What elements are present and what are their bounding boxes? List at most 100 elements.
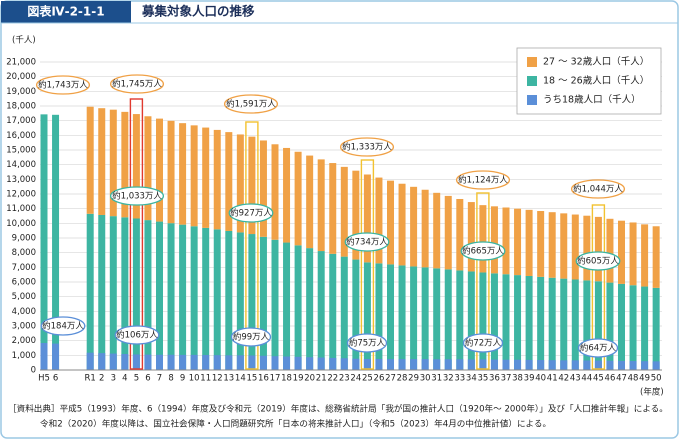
- bar-segment: [259, 355, 267, 370]
- bar-segment: [444, 359, 452, 370]
- x-tick-label: H5: [38, 374, 50, 384]
- legend-box: [516, 47, 662, 115]
- x-tick-label: 22: [327, 374, 338, 384]
- bar-segment: [271, 144, 279, 240]
- y-tick-label: 2,000: [12, 336, 36, 346]
- bar-segment: [236, 134, 244, 233]
- bar-segment: [537, 360, 545, 370]
- bar-segment: [444, 269, 452, 370]
- callout-label: 約1,333万人: [342, 142, 392, 153]
- x-tick-label: 9: [180, 374, 185, 384]
- bar-segment: [387, 264, 394, 370]
- bar-segment: [109, 109, 117, 217]
- bar-segment: [479, 272, 487, 370]
- callout-label: 約1,044万人: [573, 184, 623, 195]
- y-tick-label: 3,000: [12, 322, 36, 332]
- callout-label: 約1,591万人: [226, 99, 276, 110]
- bar-segment: [618, 360, 625, 370]
- bar-segment: [52, 114, 60, 370]
- bar-segment: [167, 223, 175, 370]
- bar-segment: [490, 206, 498, 274]
- x-tick-label: 31: [431, 374, 442, 384]
- bar-segment: [202, 355, 210, 370]
- y-tick-label: 12,000: [6, 190, 36, 200]
- bar-segment: [156, 221, 163, 370]
- bar-segment: [606, 360, 614, 370]
- y-tick-label: 8,000: [12, 248, 36, 258]
- x-tick-label: 12: [212, 374, 223, 384]
- bar-segment: [433, 359, 441, 370]
- bar-segment: [109, 353, 117, 370]
- bar-segment: [560, 360, 568, 370]
- bar-segment: [144, 116, 152, 221]
- bar-segment: [514, 275, 522, 370]
- callout-label: 約1,124万人: [458, 175, 508, 186]
- x-tick-label: 5: [134, 374, 139, 384]
- callout-bubble: [230, 327, 272, 347]
- x-tick-label: 46: [605, 374, 616, 384]
- bar-segment: [317, 357, 325, 370]
- bar-segment: [121, 111, 129, 218]
- source-note: ［資料出典］平成5（1993）年度、6（1994）年度及び令和元（2019）年度…: [8, 403, 668, 415]
- legend-label: 27 ～ 32歳人口（千人）: [543, 56, 649, 68]
- bar-segment: [340, 358, 348, 370]
- bar-segment: [236, 232, 244, 370]
- bar-segment: [583, 360, 591, 370]
- callout-label: 約605万人: [577, 256, 619, 267]
- bar-segment: [213, 129, 221, 230]
- x-unit: (年度): [640, 387, 664, 398]
- bar-segment: [329, 253, 337, 370]
- bar-segment: [641, 224, 649, 287]
- x-tick-label: 25: [362, 374, 373, 384]
- bar-segment: [213, 355, 221, 370]
- bar-segment: [652, 361, 660, 370]
- x-tick-label: 6: [53, 374, 58, 384]
- bar-segment: [629, 222, 637, 286]
- y-tick-label: 18,000: [6, 102, 36, 112]
- x-tick-label: 19: [293, 374, 304, 384]
- bar-segment: [548, 212, 556, 278]
- callout-bubble: [455, 170, 511, 190]
- callout-label: 約1,743万人: [38, 80, 88, 91]
- x-tick-label: 2: [99, 374, 104, 384]
- bar-segment: [352, 259, 360, 370]
- callout-bubble: [35, 75, 91, 95]
- bar-segment: [167, 120, 175, 224]
- bar-segment: [421, 267, 429, 370]
- x-tick-label: 43: [570, 374, 581, 384]
- x-tick-label: 15: [246, 374, 257, 384]
- bar-segment: [571, 360, 579, 370]
- bar-segment: [479, 359, 487, 370]
- y-tick-label: 21,000: [6, 58, 36, 68]
- bar-segment: [225, 132, 233, 231]
- x-tick-label: 16: [258, 374, 269, 384]
- bar-segment: [525, 275, 533, 370]
- callout-label: 約72万人: [465, 338, 502, 349]
- x-tick-label: 4: [122, 374, 127, 384]
- bar-segment: [514, 208, 522, 276]
- callout-bubble: [462, 333, 504, 353]
- y-tick-label: 19,000: [6, 87, 36, 97]
- bar-segment: [525, 209, 533, 276]
- bar-segment: [421, 359, 429, 370]
- y-tick-label: 16,000: [6, 131, 36, 141]
- callout-label: 約734万人: [346, 237, 388, 248]
- bar-segment: [132, 354, 140, 370]
- bar-segment: [213, 229, 221, 370]
- bar-segment: [317, 251, 325, 370]
- x-tick-label: 32: [443, 374, 454, 384]
- callout-label: 約106万人: [116, 330, 158, 341]
- bar-segment: [306, 248, 314, 370]
- bar-segment: [618, 283, 625, 370]
- bar-segment: [352, 358, 360, 370]
- x-tick-label: 26: [374, 374, 385, 384]
- highlight-box: [245, 121, 259, 370]
- callout-bubble: [114, 325, 160, 345]
- bar-segment: [652, 226, 660, 288]
- x-tick-label: 7: [157, 374, 162, 384]
- y-tick-label: 0: [31, 366, 36, 376]
- legend-swatch: [527, 57, 537, 67]
- x-tick-label: 11: [200, 374, 211, 384]
- bar-segment: [121, 217, 129, 370]
